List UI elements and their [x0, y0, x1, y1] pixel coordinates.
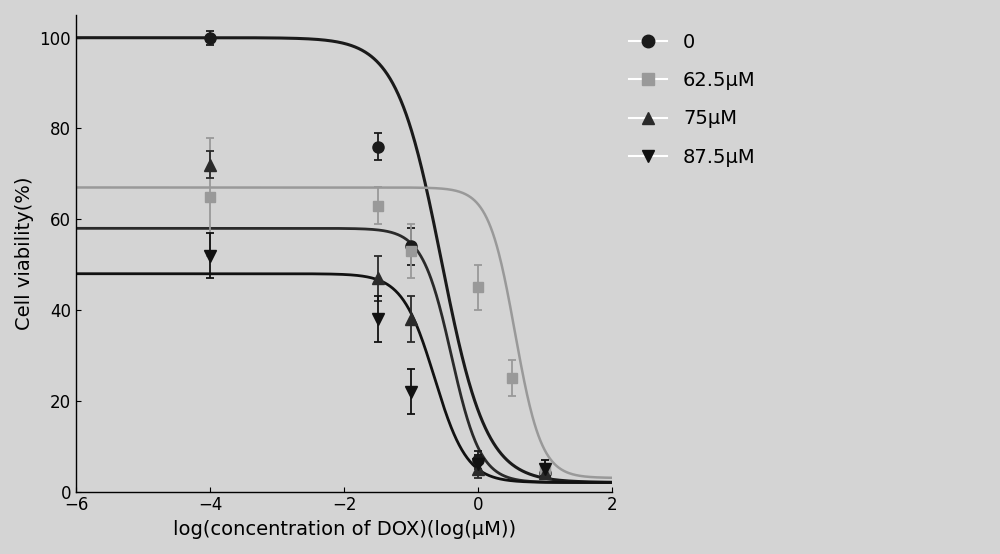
Legend: 0, 62.5μM, 75μM, 87.5μM: 0, 62.5μM, 75μM, 87.5μM: [621, 25, 763, 175]
Y-axis label: Cell viability(%): Cell viability(%): [15, 177, 34, 330]
X-axis label: log(concentration of DOX)(log(μM)): log(concentration of DOX)(log(μM)): [173, 520, 516, 539]
